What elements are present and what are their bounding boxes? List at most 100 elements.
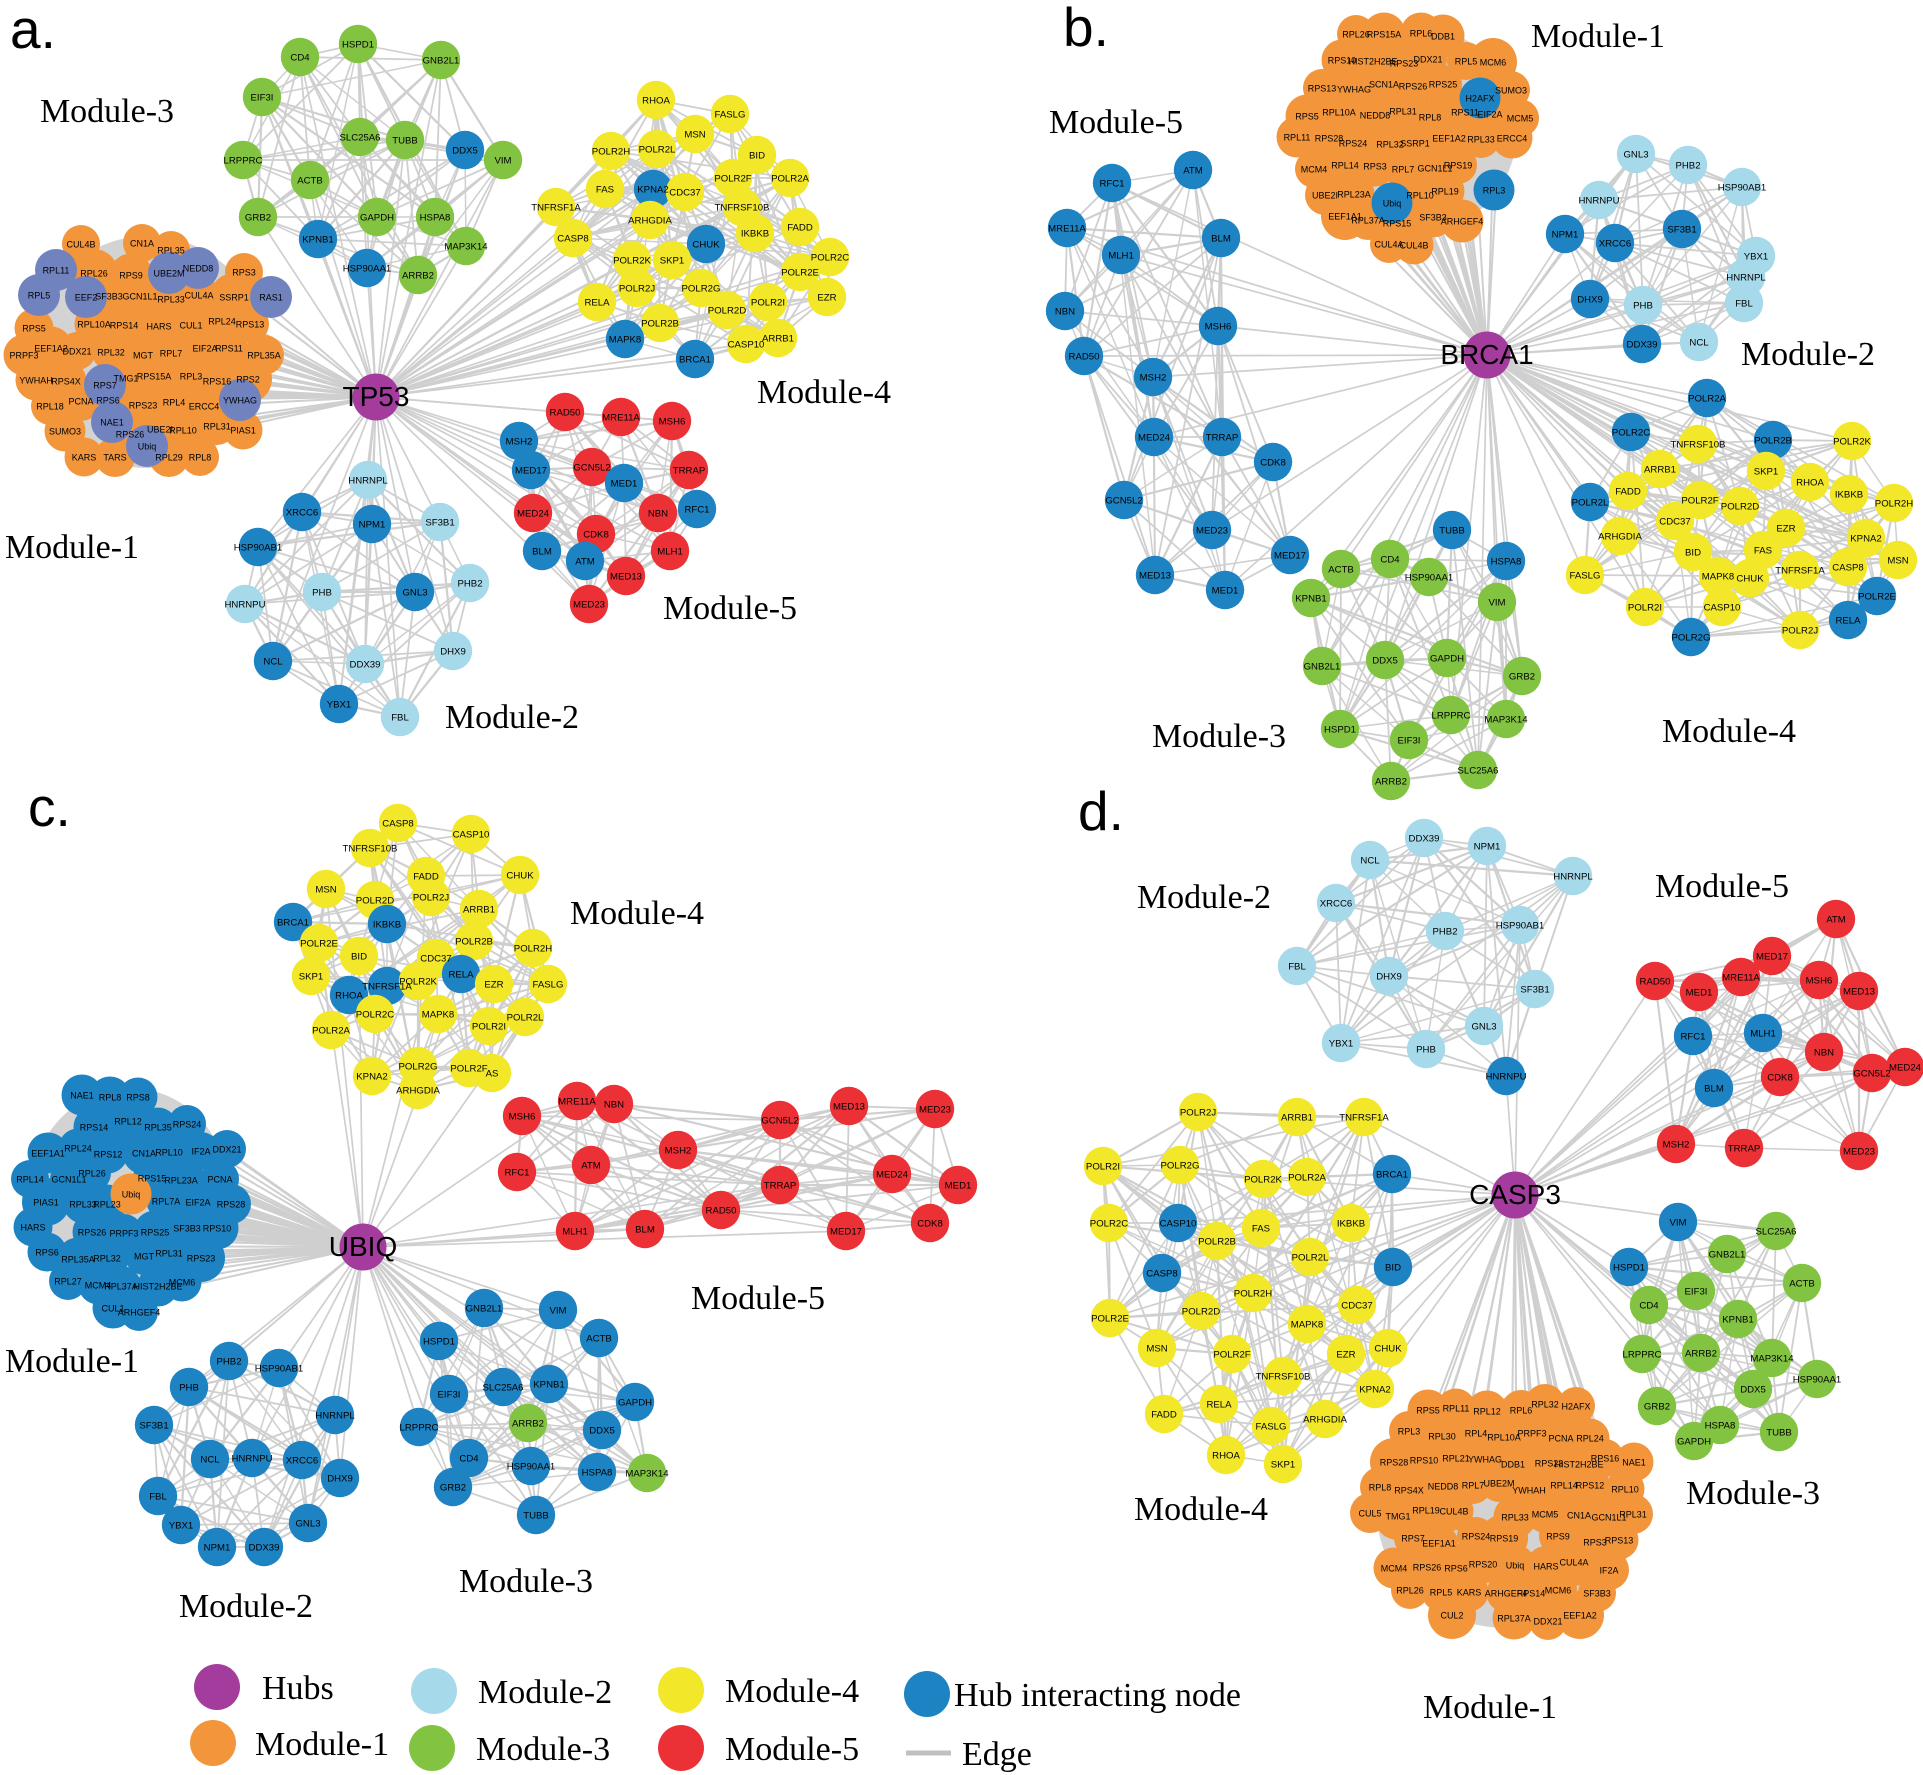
svg-text:GNB2L1: GNB2L1 — [466, 1304, 503, 1315]
svg-text:POLR2J: POLR2J — [619, 284, 655, 295]
svg-text:MAP3K14: MAP3K14 — [1484, 715, 1528, 726]
svg-text:MSH2: MSH2 — [665, 1146, 692, 1157]
svg-text:ATM: ATM — [575, 557, 595, 568]
svg-text:SKP1: SKP1 — [660, 256, 685, 267]
svg-text:RPL14: RPL14 — [1550, 1481, 1578, 1491]
svg-text:RPL37A: RPL37A — [104, 1282, 138, 1292]
svg-text:ARHGEF4: ARHGEF4 — [118, 1308, 161, 1318]
svg-text:NCL: NCL — [1360, 856, 1380, 867]
svg-text:RPL23A: RPL23A — [164, 1176, 198, 1186]
svg-text:MED17: MED17 — [1756, 952, 1788, 963]
svg-text:CUL1: CUL1 — [101, 1304, 124, 1314]
svg-text:POLR2C: POLR2C — [1612, 428, 1650, 439]
svg-text:DDX5: DDX5 — [452, 146, 478, 157]
svg-text:RPL24: RPL24 — [208, 317, 236, 327]
svg-text:TMG1: TMG1 — [1385, 1512, 1410, 1522]
svg-text:CUL4B: CUL4B — [1439, 1507, 1468, 1517]
svg-text:RPL5: RPL5 — [1430, 1588, 1453, 1598]
svg-text:MSH6: MSH6 — [659, 417, 686, 428]
svg-text:Module-1: Module-1 — [1531, 18, 1665, 55]
svg-text:RPL14: RPL14 — [16, 1175, 44, 1185]
svg-text:RPL12: RPL12 — [114, 1117, 142, 1127]
svg-text:MLH1: MLH1 — [1750, 1029, 1776, 1040]
svg-text:PRPF3: PRPF3 — [9, 351, 38, 361]
svg-text:KPNB1: KPNB1 — [1295, 594, 1326, 605]
svg-text:EIF3I: EIF3I — [251, 93, 274, 104]
svg-text:RPL33: RPL33 — [157, 295, 185, 305]
svg-text:UBIQ: UBIQ — [329, 1231, 397, 1262]
svg-text:XRCC6: XRCC6 — [286, 1456, 319, 1467]
svg-text:MAP3K14: MAP3K14 — [625, 1469, 669, 1480]
svg-text:UBE2I: UBE2I — [147, 425, 173, 435]
svg-text:KPNB1: KPNB1 — [302, 235, 333, 246]
svg-text:NAE1: NAE1 — [100, 418, 124, 428]
svg-text:CUL4B: CUL4B — [66, 240, 95, 250]
svg-text:RELA: RELA — [584, 298, 610, 309]
svg-text:MED24: MED24 — [1889, 1063, 1922, 1074]
svg-text:NPM1: NPM1 — [1552, 230, 1579, 241]
svg-text:RPS24: RPS24 — [173, 1120, 202, 1130]
svg-text:MED23: MED23 — [919, 1105, 951, 1116]
svg-text:CUL1: CUL1 — [179, 321, 202, 331]
svg-text:RPS2: RPS2 — [236, 375, 260, 385]
svg-text:GNL3: GNL3 — [1623, 150, 1648, 161]
svg-text:POLR2H: POLR2H — [592, 147, 630, 158]
svg-text:RPS13: RPS13 — [236, 320, 265, 330]
svg-text:EZR: EZR — [484, 980, 503, 991]
svg-text:CUL4A: CUL4A — [1374, 240, 1403, 250]
svg-text:RPL10: RPL10 — [1406, 191, 1434, 201]
svg-text:UBE2M: UBE2M — [153, 269, 184, 279]
svg-text:d.: d. — [1078, 780, 1124, 842]
svg-text:POLR2A: POLR2A — [771, 174, 809, 185]
svg-text:CASP8: CASP8 — [1832, 563, 1863, 574]
svg-text:Module-2: Module-2 — [478, 1674, 612, 1711]
svg-text:SKP1: SKP1 — [299, 972, 324, 983]
svg-text:RPL10A: RPL10A — [1487, 1433, 1521, 1443]
svg-text:MAPK8: MAPK8 — [1702, 572, 1735, 583]
svg-text:DDX5: DDX5 — [1372, 656, 1398, 667]
svg-text:PHB: PHB — [312, 588, 332, 599]
svg-text:GRB2: GRB2 — [1644, 1402, 1670, 1413]
svg-text:MAPK8: MAPK8 — [609, 335, 642, 346]
svg-text:SSRP1: SSRP1 — [1400, 139, 1430, 149]
svg-text:RPS23: RPS23 — [129, 401, 158, 411]
svg-text:RPL27: RPL27 — [54, 1277, 82, 1287]
svg-text:DHX9: DHX9 — [327, 1474, 353, 1485]
svg-text:POLR2L: POLR2L — [1572, 498, 1609, 509]
svg-text:RPL31: RPL31 — [1389, 107, 1417, 117]
svg-text:RPS12: RPS12 — [94, 1150, 123, 1160]
svg-text:RPL3: RPL3 — [1483, 186, 1506, 196]
svg-text:RPS4X: RPS4X — [51, 377, 81, 387]
svg-text:MCM6: MCM6 — [1545, 1586, 1572, 1596]
svg-text:RPL31: RPL31 — [155, 1249, 183, 1259]
svg-text:ACTB: ACTB — [586, 1334, 612, 1345]
svg-text:HARS: HARS — [146, 322, 171, 332]
svg-text:RPL12: RPL12 — [1473, 1407, 1501, 1417]
svg-text:PHB2: PHB2 — [1675, 161, 1700, 172]
svg-text:NPM1: NPM1 — [1474, 842, 1501, 853]
svg-text:MED17: MED17 — [1274, 551, 1306, 562]
svg-text:HSPD1: HSPD1 — [423, 1337, 455, 1348]
svg-text:SF3B1: SF3B1 — [1667, 225, 1696, 236]
svg-text:TUBB: TUBB — [392, 136, 418, 147]
svg-text:MLH1: MLH1 — [562, 1227, 588, 1238]
svg-text:POLR2D: POLR2D — [1721, 502, 1759, 513]
svg-text:MED13: MED13 — [1843, 987, 1875, 998]
svg-text:MAP3K14: MAP3K14 — [444, 242, 488, 253]
svg-text:CHUK: CHUK — [692, 240, 720, 251]
svg-text:RPS14: RPS14 — [80, 1123, 109, 1133]
svg-text:DDX39: DDX39 — [249, 1543, 280, 1554]
svg-text:POLR2G: POLR2G — [1161, 1161, 1200, 1172]
svg-text:POLR2D: POLR2D — [708, 306, 746, 317]
svg-text:CASP8: CASP8 — [557, 234, 588, 245]
svg-text:ARHGDIA: ARHGDIA — [628, 216, 672, 227]
svg-text:CD4: CD4 — [1639, 1301, 1659, 1312]
svg-text:Module-5: Module-5 — [725, 1731, 859, 1768]
svg-text:POLR2I: POLR2I — [1628, 603, 1662, 614]
svg-text:HNRNPL: HNRNPL — [1553, 872, 1593, 883]
svg-text:MRE11A: MRE11A — [1722, 973, 1760, 984]
svg-text:ARRB1: ARRB1 — [1644, 465, 1676, 476]
svg-text:SF3B3: SF3B3 — [1583, 1589, 1611, 1599]
svg-text:VIM: VIM — [549, 1306, 566, 1317]
svg-text:FASLG: FASLG — [1256, 1422, 1287, 1433]
